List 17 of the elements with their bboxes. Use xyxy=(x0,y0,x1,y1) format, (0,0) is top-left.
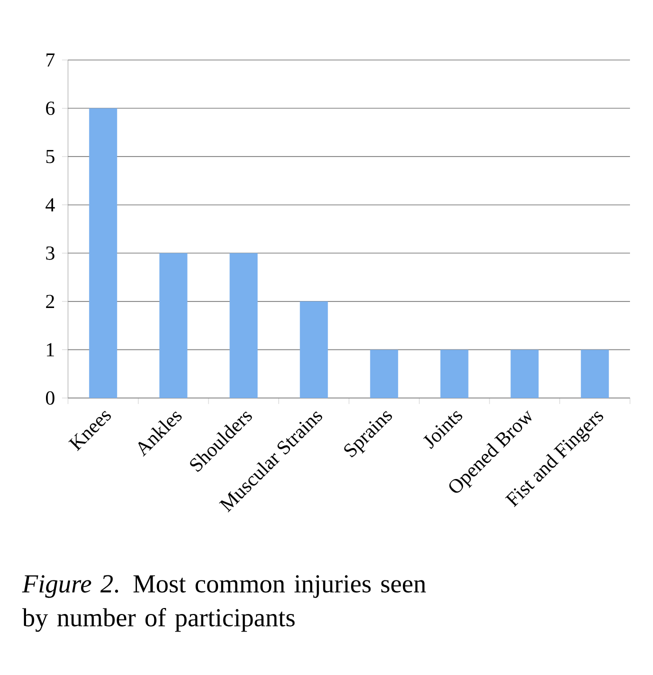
y-tick-label: 7 xyxy=(46,53,55,67)
y-tick-label: 4 xyxy=(46,198,55,212)
y-tick-label: 0 xyxy=(46,391,54,405)
bar xyxy=(440,350,468,398)
bar xyxy=(370,350,398,398)
bar xyxy=(300,301,328,398)
text: Figure 2. Most common injuries seen by number of participants xyxy=(22,575,426,632)
y-tick-label: 5 xyxy=(46,150,54,164)
bar xyxy=(580,350,609,398)
bar xyxy=(230,253,258,398)
y-tick-label: 3 xyxy=(46,246,54,260)
y-tick-label: 2 xyxy=(46,294,54,308)
y-tick-label: 6 xyxy=(46,102,55,115)
bar xyxy=(159,253,188,398)
bar xyxy=(89,108,118,398)
y-tick-label: 1 xyxy=(46,343,54,356)
bar xyxy=(510,350,539,398)
